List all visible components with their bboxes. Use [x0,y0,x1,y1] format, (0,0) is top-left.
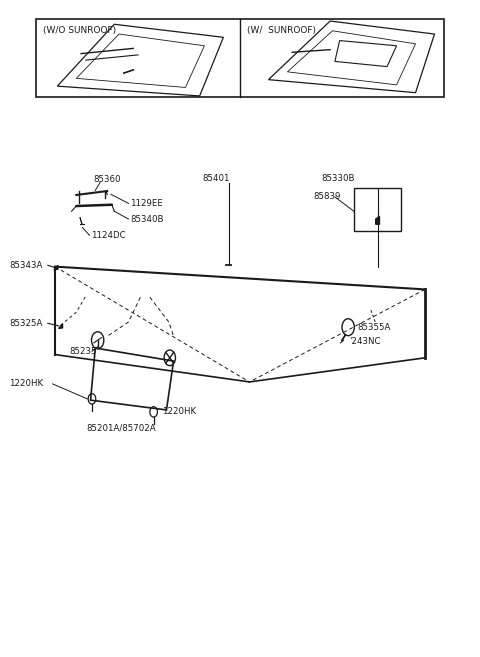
Text: 85401: 85401 [203,174,230,183]
Text: (W/  SUNROOF): (W/ SUNROOF) [247,26,316,35]
Polygon shape [376,216,380,224]
Text: 85235: 85235 [69,347,96,356]
Text: 85340B: 85340B [130,215,163,223]
Bar [36,19,444,97]
Polygon shape [54,265,58,270]
Text: 1129EE: 1129EE [130,199,163,208]
Bar [354,189,401,231]
Text: 1220HK: 1220HK [10,379,44,388]
Text: '243NC: '243NC [349,337,381,346]
Text: 1124DC: 1124DC [91,231,125,240]
Text: 85360: 85360 [93,175,120,185]
Text: 85330B: 85330B [322,174,355,183]
Text: 85839: 85839 [313,193,341,202]
Polygon shape [59,324,62,328]
Text: 85201A/85702A: 85201A/85702A [86,423,156,432]
Text: 1220HK: 1220HK [162,407,196,417]
Text: 85355A: 85355A [358,323,391,332]
Text: 85325A: 85325A [10,319,43,328]
Text: 85343A: 85343A [10,261,43,270]
Text: (W/O SUNROOF): (W/O SUNROOF) [43,26,116,35]
